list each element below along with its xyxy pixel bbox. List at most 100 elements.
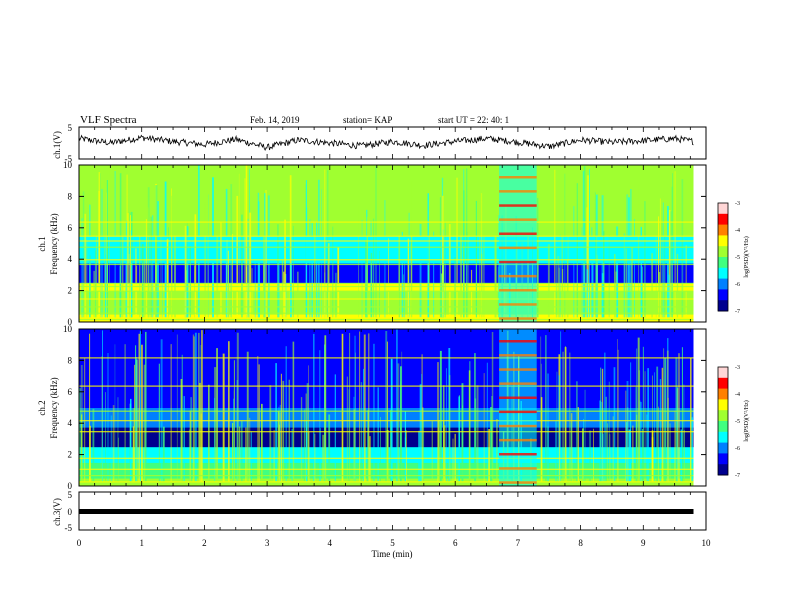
colorbar-segment: [718, 278, 728, 290]
sferic-streak: [225, 188, 228, 318]
sferic-streak: [421, 354, 423, 482]
sferic-streak: [443, 385, 445, 482]
burst-harmonic: [499, 232, 537, 235]
sferic-streak: [600, 401, 603, 482]
sferic-streak: [232, 422, 234, 482]
sferic-streak: [84, 213, 87, 318]
spectral-line: [79, 298, 706, 300]
sferic-streak: [593, 428, 594, 482]
sferic-streak: [134, 364, 135, 482]
sferic-streak: [617, 349, 619, 482]
sferic-streak: [328, 414, 331, 482]
spectral-line: [79, 259, 706, 261]
sferic-streak: [194, 332, 197, 482]
colorbar-segment: [718, 410, 728, 422]
sferic-streak: [654, 372, 655, 482]
sferic-streak: [555, 246, 557, 318]
burst-harmonic: [499, 438, 537, 442]
sferic-streak: [319, 350, 321, 482]
sferic-streak: [280, 373, 282, 482]
sferic-streak: [480, 253, 483, 318]
sferic-streak: [680, 429, 682, 482]
colorbar-segment: [718, 377, 728, 390]
sferic-streak: [419, 384, 422, 482]
ch1-spectrogram-panel: 0 2 4 6 8 10 ch.1 Frequency (kHz) -3 -4 -5 -6 -7 l…: [37, 160, 750, 327]
sferic-streak: [404, 411, 406, 482]
spectral-line: [79, 306, 706, 308]
sferic-streak: [284, 219, 286, 318]
sferic-streak: [587, 175, 589, 318]
sferic-streak: [480, 193, 483, 318]
sferic-streak: [314, 233, 316, 318]
sferic-streak: [614, 254, 616, 318]
sferic-streak: [309, 219, 311, 318]
sferic-streak: [427, 193, 429, 318]
sferic-streak: [576, 183, 578, 318]
sferic-streak: [642, 429, 644, 482]
spectral-line: [79, 385, 706, 387]
sferic-streak: [130, 398, 132, 482]
burst-harmonic: [499, 303, 537, 306]
ch1-spectro-ylabel-freq: Frequency (kHz): [49, 213, 59, 274]
sferic-streak: [589, 430, 591, 482]
sferic-streak: [658, 272, 661, 318]
sferic-streak: [95, 200, 98, 318]
sferic-streak: [674, 422, 676, 482]
sferic-streak: [236, 380, 239, 482]
sferic-streak: [122, 199, 124, 318]
sferic-streak: [84, 358, 86, 482]
spectro-band: [79, 294, 706, 299]
spectro-band: [79, 259, 706, 264]
sferic-streak: [419, 223, 422, 318]
sferic-streak: [466, 232, 468, 318]
sferic-streak: [316, 221, 318, 318]
sferic-streak: [468, 370, 471, 482]
sferic-streak: [675, 357, 678, 482]
sferic-streak: [577, 407, 579, 482]
sferic-streak: [300, 397, 303, 482]
sferic-streak: [135, 345, 137, 482]
sferic-streak: [691, 418, 693, 482]
spectro-band: [79, 348, 706, 353]
sferic-streak: [591, 227, 593, 318]
sferic-streak: [646, 414, 648, 482]
sferic-streak: [617, 339, 618, 482]
colorbar-tick: -6: [735, 446, 740, 452]
burst-harmonic: [499, 453, 537, 456]
sferic-streak: [246, 351, 249, 482]
sferic-streak: [556, 371, 558, 482]
sferic-streak: [666, 350, 669, 482]
sferic-streak: [184, 225, 187, 318]
sferic-streak: [150, 216, 152, 318]
sferic-streak: [667, 397, 669, 482]
xtick-label: 8: [578, 538, 583, 548]
sferic-streak: [247, 218, 250, 318]
ytick-label: 6: [68, 387, 73, 397]
sferic-streak: [411, 181, 413, 318]
spectro-band: [79, 172, 706, 178]
sferic-streak: [454, 433, 456, 482]
colorbar-tick: -5: [735, 419, 740, 425]
sferic-streak: [250, 431, 252, 482]
spectral-line: [79, 431, 706, 433]
sferic-streak: [222, 353, 225, 482]
ytick-label: 6: [68, 223, 73, 233]
sferic-streak: [605, 396, 607, 482]
sferic-streak: [608, 234, 610, 318]
sferic-streak: [474, 398, 477, 482]
sferic-streak: [584, 389, 586, 482]
sferic-streak: [658, 406, 659, 482]
colorbar-segment: [718, 399, 728, 411]
sferic-streak: [452, 438, 454, 482]
sferic-streak: [127, 213, 129, 318]
sferic-streak: [239, 426, 241, 482]
sferic-streak: [89, 333, 91, 482]
sferic-streak: [105, 392, 106, 482]
colorbar-segment: [718, 464, 728, 476]
colorbar-tick: -7: [735, 309, 740, 315]
sferic-streak: [145, 331, 147, 482]
sferic-streak: [324, 335, 327, 482]
ch1-spectrogram-image: [79, 165, 706, 323]
sferic-streak: [290, 263, 292, 318]
